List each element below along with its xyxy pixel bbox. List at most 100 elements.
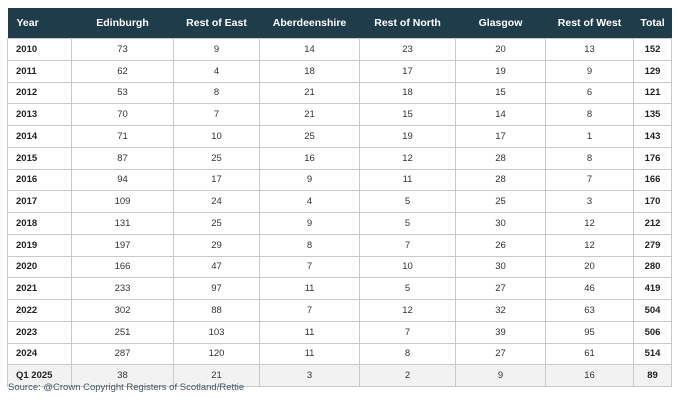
table-cell-glasgow: 19 [455,59,546,83]
table-cell-total: 514 [633,342,672,366]
table-row: 2011 62 4 18 17 19 9 129 [7,59,672,83]
table-cell-aberdeenshire: 4 [259,190,360,213]
table-row: 2024 287 120 11 8 27 61 514 [7,342,672,366]
table-cell-rest-of-east: 17 [173,168,260,192]
column-header-edinburgh: Edinburgh [71,8,174,39]
table-cell-rest-of-east: 25 [173,146,260,170]
row-year-cell: 2024 [7,342,72,366]
row-year-cell: 2012 [7,81,72,105]
column-header-rest-of-west: Rest of West [545,8,634,39]
table-cell-rest-of-north: 17 [359,59,456,83]
table-cell-edinburgh: 302 [71,299,174,322]
table-cell-rest-of-east: 21 [173,364,260,387]
row-year-cell: 2019 [7,233,72,257]
table-cell-rest-of-east: 7 [173,103,260,126]
table-cell-aberdeenshire: 25 [259,125,360,148]
table-cell-glasgow: 25 [455,190,546,213]
table-cell-rest-of-north: 12 [359,146,456,170]
table-cell-aberdeenshire: 21 [259,103,360,126]
table-cell-aberdeenshire: 14 [259,38,360,61]
table-cell-total: 129 [633,59,672,83]
table-cell-rest-of-north: 5 [359,190,456,213]
column-header-glasgow: Glasgow [455,8,546,39]
table-cell-edinburgh: 94 [71,168,174,192]
table-cell-glasgow: 28 [455,168,546,192]
data-table: Year Edinburgh Rest of East Aberdeenshire Re… [7,8,672,387]
table-cell-rest-of-north: 5 [359,277,456,300]
table-cell-glasgow: 26 [455,233,546,257]
table-row: 2016 94 17 9 11 28 7 166 [7,168,672,192]
table-cell-rest-of-north: 7 [359,233,456,257]
table-cell-glasgow: 28 [455,146,546,170]
table-cell-rest-of-west: 95 [545,320,634,344]
row-year-cell: 2020 [7,255,72,279]
table-cell-total: 121 [633,81,672,105]
table-cell-glasgow: 17 [455,125,546,148]
table-cell-rest-of-east: 29 [173,233,260,257]
table-cell-edinburgh: 70 [71,103,174,126]
table-row: 2023 251 103 11 7 39 95 506 [7,320,672,344]
row-year-cell: 2015 [7,146,72,170]
table-cell-glasgow: 20 [455,38,546,61]
table-row: 2014 71 10 25 19 17 1 143 [7,125,672,148]
table-cell-glasgow: 15 [455,81,546,105]
table-cell-rest-of-west: 1 [545,125,634,148]
table-cell-aberdeenshire: 8 [259,233,360,257]
table-cell-aberdeenshire: 3 [259,364,360,387]
table-cell-rest-of-west: 20 [545,255,634,279]
table-cell-rest-of-west: 46 [545,277,634,300]
table-cell-total: 504 [633,299,672,322]
table-cell-rest-of-east: 9 [173,38,260,61]
table-cell-rest-of-north: 12 [359,299,456,322]
column-header-rest-of-east: Rest of East [173,8,260,39]
table-row: 2022 302 88 7 12 32 63 504 [7,299,672,322]
table-container: Year Edinburgh Rest of East Aberdeenshire Re… [7,8,672,387]
row-year-cell: 2013 [7,103,72,126]
table-cell-rest-of-east: 4 [173,59,260,83]
table-cell-rest-of-west: 61 [545,342,634,366]
table-cell-glasgow: 27 [455,342,546,366]
table-cell-total: 506 [633,320,672,344]
table-cell-edinburgh: 53 [71,81,174,105]
table-cell-aberdeenshire: 7 [259,299,360,322]
table-cell-rest-of-west: 6 [545,81,634,105]
table-cell-aberdeenshire: 21 [259,81,360,105]
table-cell-rest-of-west: 16 [545,364,634,387]
table-cell-rest-of-north: 5 [359,212,456,235]
table-cell-rest-of-west: 8 [545,146,634,170]
table-cell-aberdeenshire: 9 [259,168,360,192]
column-header-year: Year [7,8,72,39]
table-cell-aberdeenshire: 11 [259,342,360,366]
table-row: Q1 2025 38 21 3 2 9 16 89 [7,364,672,387]
table-row: 2020 166 47 7 10 30 20 280 [7,255,672,279]
table-cell-glasgow: 27 [455,277,546,300]
table-cell-edinburgh: 251 [71,320,174,344]
table-cell-edinburgh: 109 [71,190,174,213]
table-cell-glasgow: 30 [455,212,546,235]
table-cell-glasgow: 32 [455,299,546,322]
table-cell-rest-of-west: 63 [545,299,634,322]
table-cell-aberdeenshire: 7 [259,255,360,279]
table-cell-aberdeenshire: 11 [259,277,360,300]
table-cell-glasgow: 39 [455,320,546,344]
table-cell-rest-of-east: 97 [173,277,260,300]
table-cell-rest-of-west: 7 [545,168,634,192]
row-year-cell: 2018 [7,212,72,235]
table-cell-total: 419 [633,277,672,300]
table-cell-edinburgh: 233 [71,277,174,300]
table-cell-edinburgh: 71 [71,125,174,148]
table-cell-total: 89 [633,364,672,387]
table-cell-total: 280 [633,255,672,279]
table-cell-rest-of-east: 47 [173,255,260,279]
table-cell-aberdeenshire: 11 [259,320,360,344]
row-year-cell: 2010 [7,38,72,61]
table-cell-edinburgh: 287 [71,342,174,366]
table-cell-rest-of-east: 25 [173,212,260,235]
row-year-cell: 2016 [7,168,72,192]
table-cell-rest-of-west: 12 [545,233,634,257]
table-cell-total: 279 [633,233,672,257]
column-header-total: Total [633,8,672,39]
source-note: Source: @Crown Copyright Registers of Sc… [8,382,245,393]
table-row: 2012 53 8 21 18 15 6 121 [7,81,672,105]
table-row: 2021 233 97 11 5 27 46 419 [7,277,672,300]
